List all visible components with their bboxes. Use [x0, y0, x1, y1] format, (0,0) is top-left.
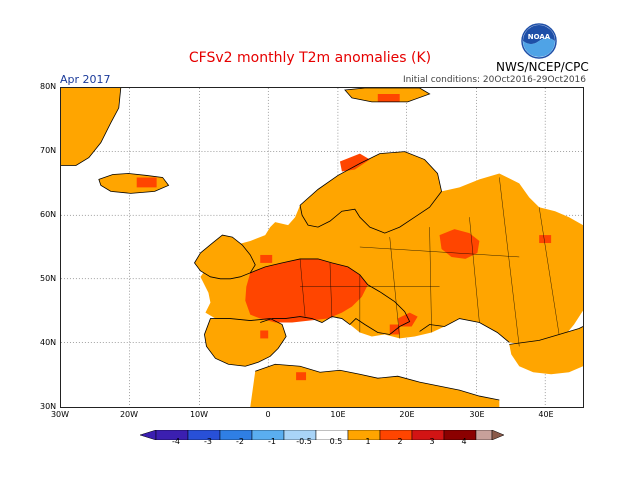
- lat-label: 50N: [40, 274, 57, 283]
- anomaly-red-regions: [136, 93, 552, 381]
- lat-label: 70N: [40, 146, 57, 155]
- lon-label: 0: [265, 410, 271, 419]
- legend-tick-label: -3: [204, 437, 212, 446]
- lon-label: 20E: [399, 410, 415, 419]
- legend-tick-label: -0.5: [296, 437, 312, 446]
- map-title: CFSv2 monthly T2m anomalies (K): [188, 50, 432, 66]
- anomaly-map: [60, 87, 584, 408]
- legend-tick-label: 0.5: [329, 437, 343, 446]
- noaa-logo-icon: NOAA: [521, 23, 557, 59]
- lon-label: 30E: [469, 410, 485, 419]
- svg-text:NOAA: NOAA: [528, 33, 551, 41]
- initial-conditions: Initial conditions: 20Oct2016-29Oct2016: [402, 75, 586, 85]
- lat-label: 80N: [40, 82, 57, 91]
- color-legend: [140, 430, 504, 440]
- lon-label: 20W: [119, 410, 139, 419]
- legend-tick-label: -4: [172, 437, 180, 446]
- lat-label: 40N: [40, 338, 57, 347]
- lat-label: 30N: [40, 402, 57, 411]
- lon-label: 40E: [538, 410, 554, 419]
- legend-tick-label: 2: [397, 437, 403, 446]
- lon-label: 30W: [50, 410, 70, 419]
- legend-tick-label: 3: [429, 437, 435, 446]
- lon-label: 10E: [330, 410, 346, 419]
- agency-label: NWS/NCEP/CPC: [496, 60, 589, 74]
- lat-label: 60N: [40, 210, 57, 219]
- legend-tick-label: 4: [461, 437, 467, 446]
- legend-tick-label: 1: [365, 437, 371, 446]
- country-borders: [299, 177, 560, 347]
- forecast-period: Apr 2017: [60, 73, 111, 86]
- legend-tick-label: -1: [268, 437, 276, 446]
- lon-label: 10W: [189, 410, 209, 419]
- legend-tick-label: -2: [236, 437, 244, 446]
